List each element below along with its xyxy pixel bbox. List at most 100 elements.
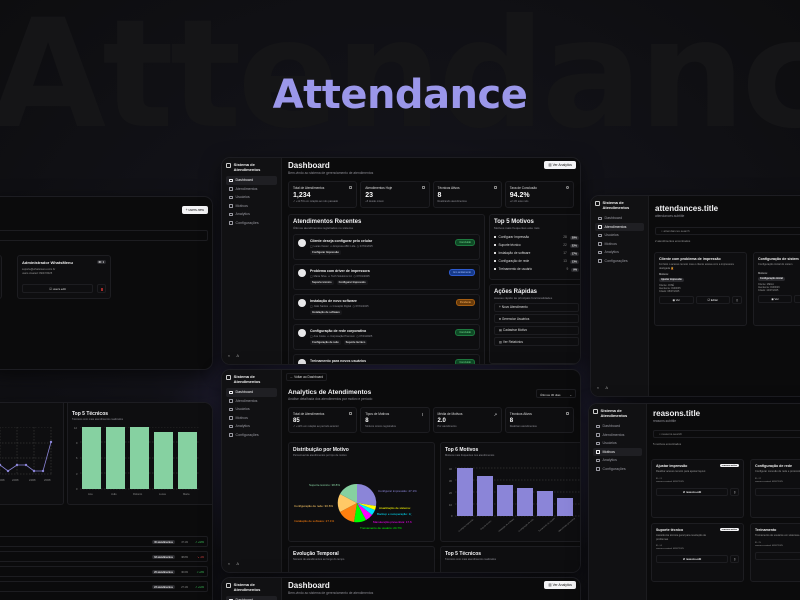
- motivo-row: Configuração de rede 13 13%: [494, 257, 579, 265]
- page-title: reasons.title: [653, 409, 701, 418]
- trash-icon: ▯: [733, 557, 736, 562]
- sidebar-item-configuracoes[interactable]: Configurações: [593, 465, 642, 474]
- sidebar: Sistema de Atendimentos Dashboard: [222, 578, 282, 600]
- user-created: users.created: 09/07/2025: [22, 272, 53, 275]
- brand: Sistema de Atendimentos: [226, 374, 277, 384]
- svg-text:Configuração de rede: Configuração de rede: [518, 518, 535, 533]
- attendance-item[interactable]: Cliente deseja configurar pelo celular ◯…: [293, 234, 480, 260]
- clipboard-icon: [349, 186, 353, 189]
- sidebar-item-atendimentos[interactable]: Atendimentos: [595, 222, 644, 231]
- sidebar-item-atendimentos[interactable]: Atendimentos: [226, 397, 277, 406]
- background-word: Attendance: [0, 0, 800, 150]
- edit-reason-button[interactable]: ☑ reasons.edit: [656, 487, 728, 496]
- sidebar-item-motivos[interactable]: Motivos: [593, 447, 642, 456]
- view-reports-button[interactable]: ▥ Ver Relatórios: [494, 337, 579, 346]
- view-analytics-button[interactable]: ▥ Ver Analytics: [544, 581, 576, 589]
- svg-text:0: 0: [76, 487, 78, 491]
- manage-users-button[interactable]: ᴥ Gerenciar Usuários: [494, 314, 579, 323]
- sidebar-item-usuarios[interactable]: Usuários: [593, 439, 642, 448]
- motivo-row: Configurar Impressão 28 28%: [494, 233, 579, 241]
- sidebar-footer: ◐ A: [228, 561, 239, 566]
- chevron-down-icon: ⌄: [569, 392, 572, 397]
- users-icon: [598, 233, 602, 237]
- sidebar-item-motivos[interactable]: Motivos: [226, 414, 277, 423]
- sidebar: Sistema de Atendimentos Dashboard Atendi…: [591, 196, 649, 396]
- gear-icon: [596, 467, 600, 471]
- users-search-bar[interactable]: [0, 230, 208, 241]
- delete-reason-button[interactable]: ▯: [730, 555, 739, 564]
- clipboard-icon: [596, 450, 600, 454]
- theme-toggle-icon[interactable]: ◐: [228, 353, 231, 358]
- edit-reason-button[interactable]: ☑ reasons.edit: [755, 551, 800, 560]
- sidebar-item-analytics[interactable]: Analytics: [595, 248, 644, 257]
- edit-icon: ☑: [682, 558, 686, 562]
- view-button[interactable]: ◉ Ver: [659, 296, 694, 305]
- view-analytics-button[interactable]: ▥ Ver Analytics: [544, 161, 576, 169]
- sidebar-item-configuracoes[interactable]: Configurações: [226, 219, 277, 228]
- edit-button[interactable]: [794, 295, 800, 304]
- svg-text:20: 20: [449, 491, 452, 495]
- hero-title: Attendance: [272, 72, 528, 118]
- attendance-item[interactable]: Treinamento para novos usuários Concluíd…: [293, 354, 480, 364]
- clipboard-icon: [598, 242, 602, 246]
- user-edit-button[interactable]: ☑ users.edit: [22, 284, 93, 293]
- motivo-row: Treinamento de usuário 9 9%: [494, 265, 579, 273]
- brand: Sistema de Atendimentos: [595, 200, 644, 210]
- home-icon: [229, 178, 233, 182]
- svg-text:24/08: 24/08: [29, 478, 36, 482]
- theme-toggle-icon[interactable]: ◐: [597, 385, 600, 390]
- attendance-item[interactable]: Instalação de novo software ◯ João Santo…: [293, 294, 480, 320]
- delete-button[interactable]: ▯: [732, 296, 742, 305]
- edit-button[interactable]: ☑ Editar: [695, 296, 730, 305]
- sidebar-item-dashboard[interactable]: Dashboard: [226, 596, 277, 600]
- svg-text:Instalação de software: 27.1%: Instalação de software: 27.1%: [294, 519, 335, 523]
- sidebar-item-dashboard[interactable]: Dashboard: [226, 176, 277, 185]
- sidebar-item-analytics[interactable]: Analytics: [226, 422, 277, 431]
- user-delete-button[interactable]: [97, 284, 106, 293]
- gear-icon: [229, 221, 233, 225]
- bar-chart-icon: [229, 424, 233, 428]
- sidebar-item-usuarios[interactable]: Usuários: [226, 193, 277, 202]
- sidebar-item-motivos[interactable]: Motivos: [226, 202, 277, 211]
- sidebar-item-usuarios[interactable]: Usuários: [595, 231, 644, 240]
- view-button[interactable]: ◉ Ver: [758, 295, 792, 304]
- sidebar-item-dashboard[interactable]: Dashboard: [595, 214, 644, 223]
- sidebar-item-configuracoes[interactable]: Configurações: [226, 431, 277, 440]
- edit-icon: ☑: [707, 298, 711, 303]
- language-icon[interactable]: A: [236, 353, 240, 358]
- theme-toggle-icon[interactable]: ◐: [228, 561, 231, 566]
- sidebar-item-motivos[interactable]: Motivos: [595, 240, 644, 249]
- period-select[interactable]: Últimos 30 dias ⌄: [536, 389, 576, 398]
- register-reason-button[interactable]: ▤ Cadastrar Motivo: [494, 325, 579, 335]
- sidebar-item-dashboard[interactable]: Dashboard: [593, 422, 642, 431]
- sidebar-item-atendimentos[interactable]: Atendimentos: [226, 185, 277, 194]
- language-icon[interactable]: A: [605, 385, 609, 390]
- delete-reason-button[interactable]: ▯: [730, 487, 739, 496]
- sidebar-item-analytics[interactable]: Analytics: [226, 210, 277, 219]
- user-card: Administrador WhatsMenu ID: 1 suporte@wh…: [17, 255, 111, 299]
- edit-reason-button[interactable]: ☑ reasons.edit: [755, 487, 800, 496]
- recent-attendances: Atendimentos Recentes Últimos atendiment…: [288, 214, 485, 364]
- page-subtitle: Bem-vindo ao sistema de gerenciamento de…: [288, 171, 374, 175]
- sidebar-item-analytics[interactable]: Analytics: [593, 456, 642, 465]
- analytics-window: Sistema de Atendimentos Dashboard Atendi…: [222, 370, 580, 572]
- svg-text:3: 3: [76, 472, 78, 476]
- sidebar-item-usuarios[interactable]: Usuários: [226, 405, 277, 414]
- attendances-search-input[interactable]: ⌕ attendances.search: [655, 227, 800, 235]
- clipboard-icon: [229, 416, 233, 420]
- back-to-dashboard-button[interactable]: ← Voltar ao Dashboard: [286, 373, 328, 381]
- bar-chart-icon: ▥: [548, 163, 553, 167]
- language-icon[interactable]: A: [236, 561, 240, 566]
- edit-reason-button[interactable]: ☑ reasons.edit: [656, 555, 728, 564]
- attendance-item[interactable]: Configuração de rede corporativa ◯ Ana C…: [293, 324, 480, 350]
- reasons-search-input[interactable]: ⌕ reasons.search: [653, 430, 800, 438]
- attendance-item[interactable]: Problema com driver de impressora ◯ Mari…: [293, 264, 480, 290]
- sidebar-item-atendimentos[interactable]: Atendimentos: [593, 431, 642, 440]
- sidebar-item-configuracoes[interactable]: Configurações: [595, 257, 644, 266]
- edit-icon: ☑: [682, 490, 686, 494]
- sidebar-item-dashboard[interactable]: Dashboard: [226, 388, 277, 397]
- new-user-button[interactable]: + users.new: [181, 206, 208, 214]
- new-attendance-button[interactable]: + Novo Atendimento: [494, 302, 579, 312]
- svg-text:Maria: Maria: [183, 492, 190, 496]
- svg-text:22/08: 22/08: [12, 478, 19, 482]
